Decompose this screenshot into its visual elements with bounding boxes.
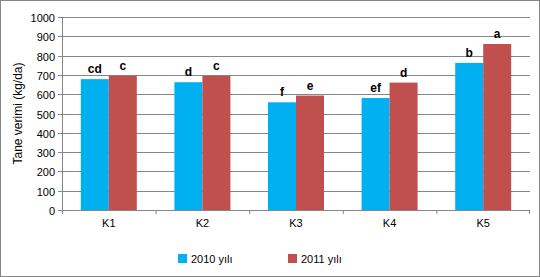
y-tick xyxy=(58,36,62,37)
x-tick xyxy=(529,210,530,214)
legend-label: 2010 yılı xyxy=(191,253,233,265)
chart-border xyxy=(1,1,540,277)
y-tick-label: 900 xyxy=(37,31,55,43)
bars xyxy=(81,44,511,210)
significance-letter: c xyxy=(119,59,126,73)
y-tick xyxy=(58,152,62,153)
chart: 0 100 200 300 400 500 600 700 800 900 1000 Tane ver… xyxy=(0,0,540,277)
bar xyxy=(81,79,109,210)
significance-letter: e xyxy=(307,79,314,93)
y-tick xyxy=(58,114,62,115)
y-tick-label: 300 xyxy=(37,147,55,159)
x-tick-label: K1 xyxy=(102,217,115,229)
bar xyxy=(202,76,230,210)
labels: cdcdcfeefdba xyxy=(88,27,501,99)
x-tick-label: K2 xyxy=(196,217,209,229)
significance-letter: d xyxy=(400,66,407,80)
grid-line xyxy=(62,36,530,37)
significance-letter: c xyxy=(213,59,220,73)
bar xyxy=(390,83,418,210)
significance-letter: a xyxy=(494,27,501,41)
legend: 2010 yılı 2011 yılı xyxy=(178,253,342,265)
x-axis xyxy=(62,210,530,211)
y-tick xyxy=(58,191,62,192)
grid-line xyxy=(62,210,530,211)
y-tick-label: 800 xyxy=(37,51,55,63)
y-tick xyxy=(58,133,62,134)
significance-letter: d xyxy=(185,65,192,79)
bar xyxy=(483,44,511,210)
y-tick xyxy=(58,210,62,211)
chart-root: 0 100 200 300 400 500 600 700 800 900 1000 Tane ver… xyxy=(0,0,540,277)
bar xyxy=(109,76,137,210)
y-tick-label: 600 xyxy=(37,89,55,101)
grid-line xyxy=(62,56,530,57)
significance-letter: cd xyxy=(88,62,102,76)
significance-letter: b xyxy=(466,46,473,60)
y-axis-label: Tane verimi (kg/da) xyxy=(11,62,25,164)
x-tick xyxy=(343,210,344,214)
y-tick-label: 0 xyxy=(49,205,55,217)
y-tick xyxy=(58,171,62,172)
y-axis xyxy=(62,17,63,210)
legend-label: 2011 yılı xyxy=(301,253,342,265)
y-tick-label: 500 xyxy=(37,109,55,121)
y-tick xyxy=(58,17,62,18)
bar xyxy=(296,96,324,210)
x-tick xyxy=(156,210,157,214)
bar xyxy=(268,102,296,210)
y-tick xyxy=(58,94,62,95)
y-tick-label: 1000 xyxy=(31,12,55,24)
legend-swatch xyxy=(288,254,297,263)
y-tick-label: 200 xyxy=(37,166,55,178)
y-tick xyxy=(58,56,62,57)
x-tick-label: K5 xyxy=(476,217,489,229)
x-tick xyxy=(436,210,437,214)
grid-line xyxy=(62,17,530,18)
significance-letter: ef xyxy=(370,81,382,95)
x-tick-label: K3 xyxy=(289,217,302,229)
x-tick-label: K4 xyxy=(383,217,396,229)
y-tick xyxy=(58,75,62,76)
x-tick xyxy=(249,210,250,214)
significance-letter: f xyxy=(280,85,285,99)
y-tick-label: 100 xyxy=(37,186,55,198)
y-tick-label: 700 xyxy=(37,70,55,82)
x-tick xyxy=(62,210,63,214)
legend-swatch xyxy=(178,254,187,263)
bar xyxy=(174,82,202,210)
bar xyxy=(455,63,483,210)
bar xyxy=(362,98,390,210)
y-tick-label: 400 xyxy=(37,128,55,140)
